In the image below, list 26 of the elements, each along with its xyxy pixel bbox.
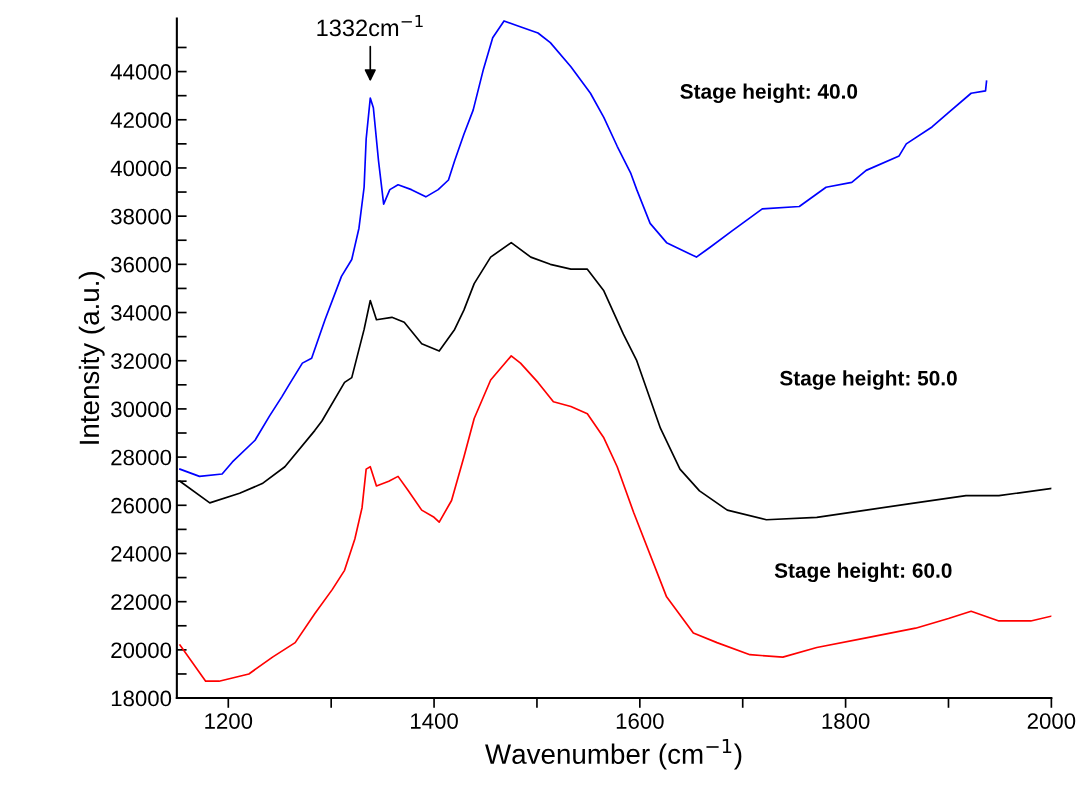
annotation: Stage height: 40.0: [680, 83, 858, 104]
y-tick-label: 30000: [111, 401, 172, 418]
y-tick-label: 38000: [111, 208, 172, 225]
y-tick-label: 40000: [110, 160, 172, 177]
x-tick-label: 1200: [205, 713, 253, 729]
y-axis-title: Intensity (a.u.): [78, 272, 105, 444]
x-tick-label: 1400: [411, 713, 458, 729]
x-tick-label: 1800: [822, 713, 870, 729]
x-tick-label: 1600: [616, 713, 664, 729]
y-tick-label: 20000: [111, 642, 172, 659]
y-tick-label: 44000: [110, 64, 172, 80]
y-tick-label: 42000: [110, 112, 172, 129]
annotation: Stage height: 50.0: [779, 370, 957, 390]
y-tick-label: 18000: [111, 690, 172, 707]
annotation: Stage height: 60.0: [774, 562, 952, 583]
y-tick-label: 24000: [111, 546, 172, 562]
y-tick-label: 32000: [111, 353, 172, 369]
annotation: 1332cm$^{−1}$: [317, 14, 423, 37]
x-axis-title: Wavenumber (cm$^{−1}$): [485, 738, 742, 770]
x-tick-label: 2000: [1027, 713, 1076, 729]
y-tick-label: 28000: [111, 449, 172, 466]
y-tick-label: 34000: [111, 305, 172, 321]
line-series: [179, 355, 1052, 683]
y-tick-label: 26000: [111, 497, 172, 514]
y-tick-label: 22000: [111, 594, 172, 610]
y-tick-label: 36000: [111, 256, 172, 273]
